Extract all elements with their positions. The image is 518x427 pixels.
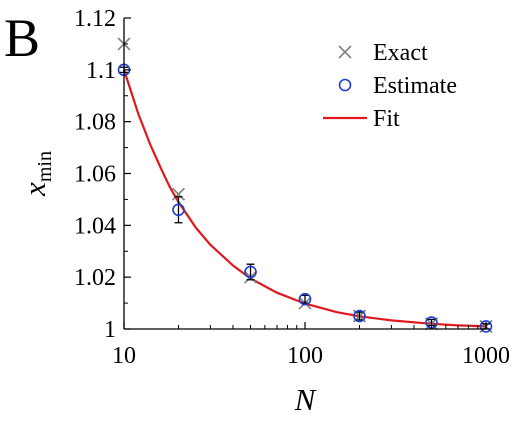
legend-label: Estimate — [373, 73, 457, 99]
y-axis-label-base: x — [17, 182, 52, 197]
x-axis-label: N — [294, 382, 318, 417]
x-tick-label: 100 — [287, 343, 323, 369]
estimate-marker — [479, 320, 493, 333]
y-tick-label: 1.02 — [74, 265, 116, 291]
estimate-point — [244, 263, 257, 281]
estimate-marker — [172, 203, 185, 217]
y-tick-label: 1.06 — [74, 162, 116, 188]
y-tick-label: 1 — [104, 317, 116, 343]
estimate-point — [172, 196, 185, 224]
legend: Exact Estimate Fit — [323, 40, 457, 132]
estimate-marker — [298, 292, 312, 306]
y-tick-label: 1.12 — [74, 6, 116, 32]
exact-point — [171, 187, 186, 201]
y-tick-label: 1.08 — [74, 110, 116, 136]
cross-stroke — [338, 45, 352, 59]
panel-letter: B — [4, 8, 40, 68]
x-tick-label: 1000 — [462, 343, 510, 369]
y-axis-label-subscript: min — [34, 151, 56, 182]
x-tick-label: 10 — [112, 343, 136, 369]
fit-line — [122, 69, 487, 328]
cross-stroke — [171, 187, 186, 201]
y-tick-label: 1.1 — [86, 58, 116, 84]
y-axis-label: xmin — [17, 151, 56, 197]
legend-label: Fit — [373, 106, 400, 132]
estimate-point — [298, 292, 312, 306]
legend-estimate-marker — [338, 78, 352, 92]
y-tick-label: 1.04 — [74, 213, 116, 239]
estimate-marker — [244, 265, 257, 279]
legend-exact-marker — [338, 45, 352, 59]
estimate-marker — [353, 309, 366, 323]
legend-label: Exact — [373, 40, 428, 66]
estimate-point — [353, 309, 366, 323]
